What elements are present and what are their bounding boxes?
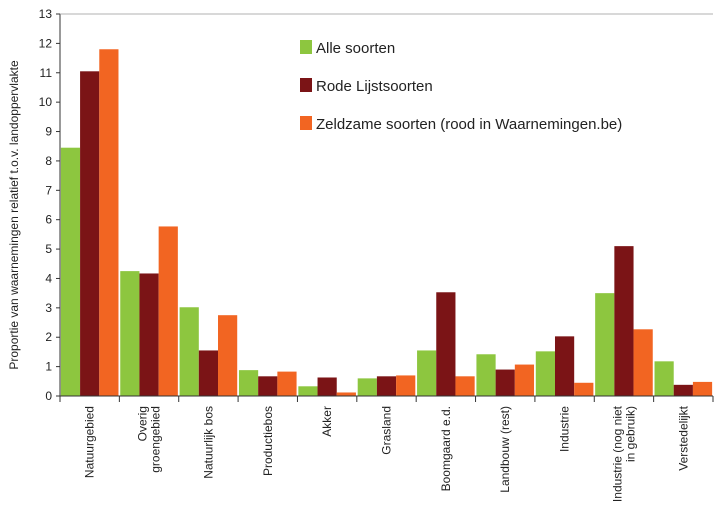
x-tick-label: groengebied (149, 406, 163, 473)
legend-label: Zeldzame soorten (rood in Waarnemingen.b… (316, 116, 622, 133)
bar (514, 364, 535, 396)
x-tick-label: Industrie (nog niet (610, 405, 624, 502)
bar (436, 292, 456, 396)
y-tick-label: 7 (45, 183, 52, 197)
x-tick-label: Industrie (558, 406, 572, 452)
y-tick-label: 11 (40, 66, 53, 80)
bar (376, 376, 397, 396)
bar (120, 271, 140, 396)
y-tick-label: 0 (45, 389, 52, 403)
bar (198, 350, 219, 396)
y-tick-label: 6 (45, 213, 52, 227)
x-tick-label: Natuurlijk bos (201, 406, 215, 479)
bar (396, 375, 416, 396)
y-tick-label: 9 (45, 125, 52, 139)
x-tick-label: in gebruik) (623, 406, 637, 462)
x-tick-label: Boomgaard e.d. (439, 406, 453, 491)
bar (614, 246, 634, 396)
bar (238, 370, 259, 396)
bar (692, 381, 713, 396)
y-tick-label: 12 (39, 36, 53, 50)
bar (336, 392, 356, 396)
bar (476, 354, 496, 396)
y-tick-label: 1 (45, 360, 52, 374)
bar (179, 307, 199, 396)
y-axis-label: Proportie van waarnemingen relatief t.o.… (7, 60, 21, 370)
bar (317, 377, 337, 396)
bar (654, 361, 674, 396)
bar (574, 382, 594, 396)
legend-swatch (300, 40, 312, 54)
bar (455, 376, 475, 396)
legend-label: Rode Lijstsoorten (316, 78, 433, 95)
y-tick-label: 10 (39, 95, 53, 109)
legend-swatch (300, 116, 312, 130)
bar (554, 336, 575, 396)
x-tick-label: Natuurgebied (83, 406, 97, 478)
y-tick-label: 4 (45, 271, 52, 285)
y-tick-label: 3 (45, 301, 52, 315)
x-tick-label: Productiebos (261, 406, 275, 476)
bar (357, 378, 377, 396)
bar (60, 147, 81, 396)
x-tick-label: Akker (320, 406, 334, 437)
y-tick-label: 2 (45, 330, 52, 344)
legend-label: Alle soorten (316, 40, 395, 57)
bar (139, 273, 159, 396)
legend-swatch (300, 78, 312, 92)
bar (495, 369, 515, 396)
legend: Alle soorten Rode Lijstsoorten Zeldzame so… (300, 40, 622, 133)
bar (158, 226, 178, 396)
bar (417, 350, 437, 396)
bar (673, 384, 693, 396)
x-tick-label: Overig (136, 406, 150, 441)
bar (258, 376, 278, 396)
bar (218, 315, 238, 396)
y-tick-label: 5 (45, 242, 52, 256)
bar (298, 386, 318, 396)
bar (595, 293, 615, 396)
x-tick-label: Verstedelijkt (676, 405, 690, 470)
y-tick-label: 13 (39, 7, 53, 21)
bar (535, 351, 555, 396)
bars-layer (60, 49, 713, 397)
bar (80, 71, 100, 397)
x-tick-label: Landbouw (rest) (498, 406, 512, 493)
bar (99, 49, 119, 396)
bar (633, 329, 653, 396)
y-tick-label: 8 (45, 154, 52, 168)
bar (277, 371, 297, 396)
x-tick-label: Grasland (380, 406, 394, 455)
